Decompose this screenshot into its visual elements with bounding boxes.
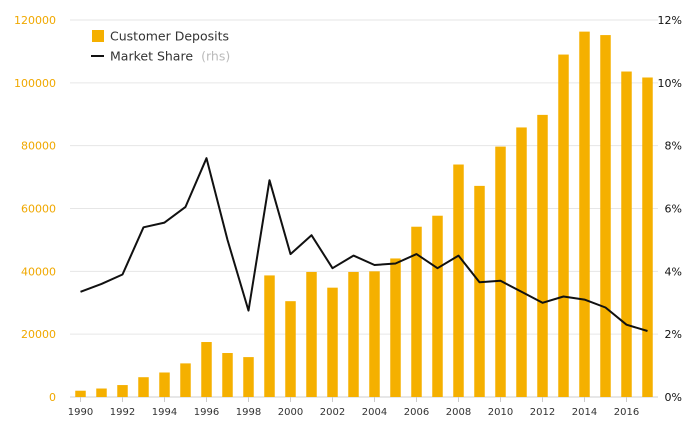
market-share-line	[80, 157, 648, 332]
x-axis-tick-label: 2006	[404, 407, 429, 418]
deposit-bar	[348, 271, 359, 397]
deposit-bar	[495, 146, 506, 397]
legend-market-share-name: Market Share	[110, 49, 193, 64]
deposit-bar	[558, 54, 569, 397]
x-axis-tick-label: 2002	[320, 407, 345, 418]
deposit-bar	[306, 271, 317, 397]
right-axis-ticks: 0% 2% 4% 6% 8% 10% 12%	[658, 14, 682, 404]
x-axis-tick-label: 2016	[614, 407, 639, 418]
legend-market-share-suffix: (rhs)	[201, 49, 230, 64]
deposit-bar	[453, 164, 464, 397]
x-axis-tick-label: 2004	[362, 407, 387, 418]
right-axis-tick-label: 10%	[658, 77, 682, 90]
deposit-bar	[201, 342, 212, 397]
deposit-bar	[180, 363, 191, 397]
deposit-bar	[600, 35, 611, 397]
deposit-bar	[243, 357, 254, 397]
left-axis-tick-label: 20000	[21, 328, 56, 341]
right-axis-tick-label: 12%	[658, 14, 682, 27]
deposit-bar	[579, 31, 590, 397]
deposit-bar	[621, 71, 632, 398]
x-axis-tick-label: 2008	[446, 407, 471, 418]
x-axis-tick-label: 1996	[194, 407, 219, 418]
deposit-bar	[537, 114, 548, 398]
deposit-bar	[516, 127, 527, 397]
left-axis-ticks: 0 20000 40000 60000 80000 100000 120000	[14, 14, 56, 404]
x-axis-tick-label: 1992	[110, 407, 135, 418]
legend: Customer Deposits Market Share (rhs)	[91, 29, 230, 65]
deposit-bar	[390, 258, 401, 397]
x-axis-tick-label: 1990	[68, 407, 93, 418]
left-axis-tick-label: 120000	[14, 14, 56, 27]
deposit-bar	[411, 226, 422, 397]
deposit-bar	[432, 215, 443, 397]
deposit-bar	[96, 388, 107, 397]
deposit-bar	[369, 271, 380, 397]
legend-label-deposits: Customer Deposits	[110, 29, 229, 44]
legend-swatch-deposits	[92, 30, 104, 42]
deposit-bar	[222, 353, 233, 397]
deposit-bar	[264, 275, 275, 397]
left-axis-tick-label: 80000	[21, 140, 56, 153]
right-axis-tick-label: 8%	[665, 140, 682, 153]
x-axis: 1990 1992 1994 1996 1998 2000 2002 2004 2006 2008…	[68, 397, 639, 418]
x-axis-tick-label: 1998	[236, 407, 261, 418]
x-axis-tick-label: 1994	[152, 407, 177, 418]
legend-label-market-share: Market Share (rhs)	[110, 46, 230, 65]
deposit-bar	[138, 377, 149, 397]
deposit-bar	[642, 77, 653, 398]
x-axis-tick-label: 2014	[572, 407, 597, 418]
right-axis-tick-label: 2%	[665, 328, 682, 341]
right-axis-tick-label: 0%	[665, 391, 682, 404]
market-share-line-group	[80, 157, 648, 332]
right-axis-tick-label: 4%	[665, 265, 682, 278]
left-axis-tick-label: 40000	[21, 265, 56, 278]
deposit-bar	[159, 372, 170, 397]
deposit-bar	[117, 385, 128, 397]
deposit-bar	[327, 287, 338, 397]
deposit-bars	[75, 31, 653, 398]
x-axis-tick-label: 2012	[530, 407, 555, 418]
right-axis-tick-label: 6%	[665, 203, 682, 216]
left-axis-tick-label: 0	[49, 391, 56, 404]
left-axis-tick-label: 100000	[14, 77, 56, 90]
left-axis-tick-label: 60000	[21, 203, 56, 216]
gridlines	[70, 19, 658, 398]
deposit-bar	[75, 390, 86, 397]
deposit-bar	[285, 301, 296, 397]
x-axis-tick-label: 2000	[278, 407, 303, 418]
deposit-bar	[474, 185, 485, 397]
x-axis-tick-label: 2010	[488, 407, 513, 418]
